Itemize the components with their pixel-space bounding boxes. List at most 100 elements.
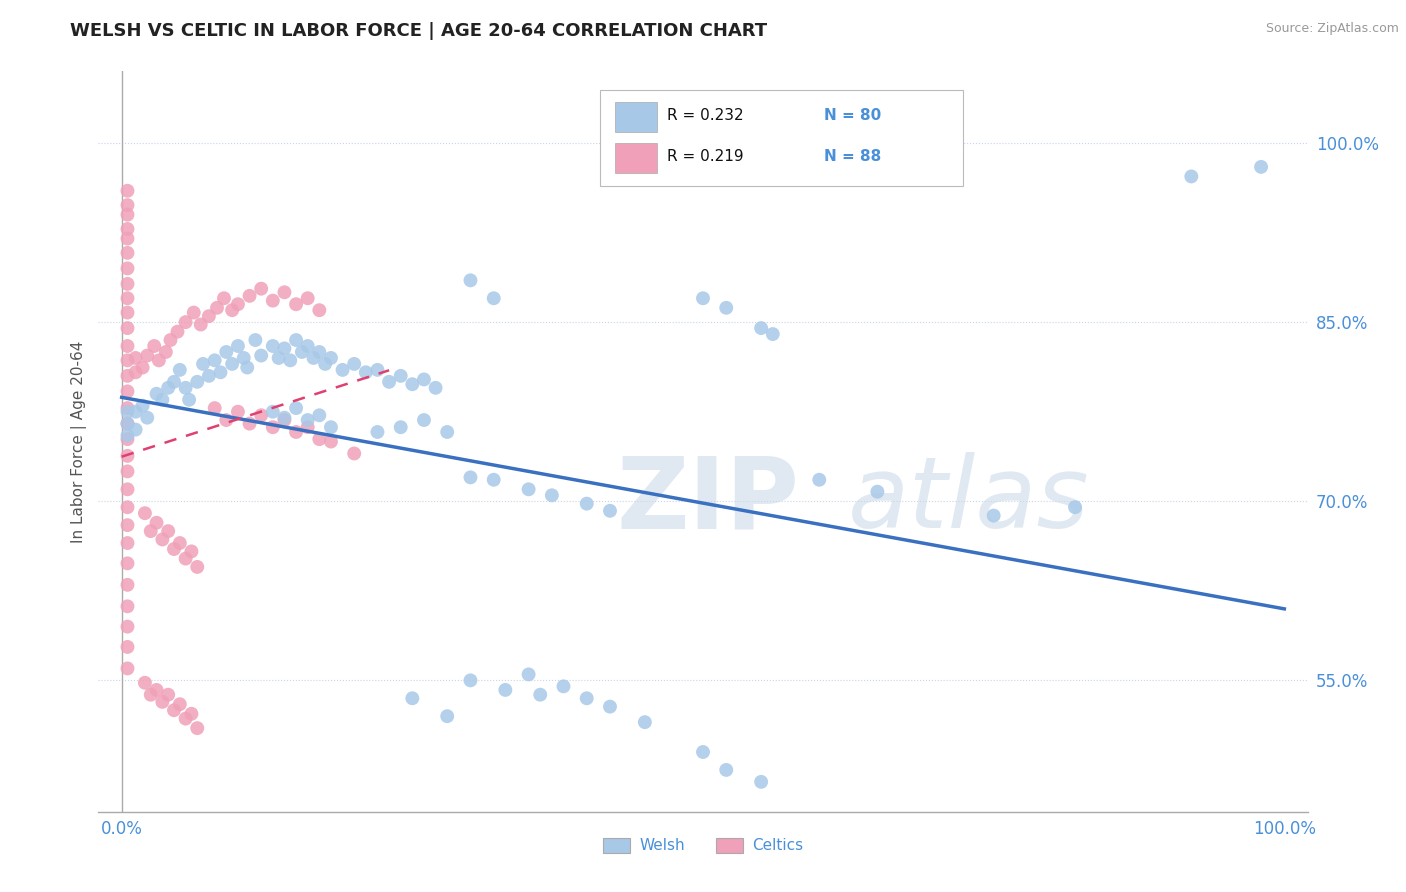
- Point: [209, 365, 232, 379]
- Point: [117, 339, 139, 353]
- Point: [354, 365, 377, 379]
- Point: [159, 333, 181, 347]
- Point: [983, 508, 1005, 523]
- Point: [245, 333, 267, 347]
- Point: [460, 470, 482, 484]
- Point: [308, 409, 330, 423]
- Point: [117, 245, 139, 260]
- Point: [117, 599, 139, 614]
- Point: [239, 417, 262, 431]
- Point: [117, 222, 139, 236]
- Point: [198, 368, 221, 383]
- Point: [866, 484, 889, 499]
- Point: [332, 363, 354, 377]
- Point: [117, 661, 139, 675]
- Point: [425, 381, 447, 395]
- Point: [186, 560, 208, 574]
- Point: [575, 497, 598, 511]
- Point: [131, 360, 153, 375]
- Point: [436, 709, 458, 723]
- Point: [117, 428, 139, 442]
- Point: [436, 425, 458, 439]
- Point: [117, 640, 139, 654]
- Point: [389, 368, 412, 383]
- Y-axis label: In Labor Force | Age 20-64: In Labor Force | Age 20-64: [72, 341, 87, 542]
- Point: [169, 363, 191, 377]
- Point: [180, 706, 202, 721]
- Point: [413, 413, 436, 427]
- Point: [308, 432, 330, 446]
- Point: [131, 399, 153, 413]
- Point: [163, 375, 186, 389]
- Point: [183, 305, 205, 319]
- Point: [221, 357, 243, 371]
- Point: [155, 345, 177, 359]
- Point: [319, 351, 342, 365]
- Point: [226, 297, 249, 311]
- Point: [221, 303, 243, 318]
- Point: [250, 349, 273, 363]
- Point: [117, 368, 139, 383]
- Point: [285, 333, 308, 347]
- Point: [278, 353, 301, 368]
- Text: atlas: atlas: [848, 452, 1090, 549]
- FancyBboxPatch shape: [614, 144, 657, 173]
- FancyBboxPatch shape: [614, 103, 657, 132]
- Point: [117, 464, 139, 478]
- Point: [205, 301, 228, 315]
- Point: [117, 401, 139, 416]
- Point: [297, 420, 319, 434]
- Point: [139, 524, 162, 538]
- Point: [366, 425, 388, 439]
- Point: [215, 345, 238, 359]
- Point: [308, 303, 330, 318]
- Point: [267, 351, 290, 365]
- Point: [117, 321, 139, 335]
- Point: [163, 541, 186, 556]
- Point: [262, 293, 284, 308]
- Point: [204, 353, 226, 368]
- Point: [250, 409, 273, 423]
- Point: [716, 763, 738, 777]
- Point: [157, 524, 180, 538]
- Point: [599, 504, 621, 518]
- Point: [117, 417, 139, 431]
- Point: [302, 351, 325, 365]
- Point: [215, 413, 238, 427]
- Point: [273, 285, 295, 300]
- Point: [575, 691, 598, 706]
- Point: [1180, 169, 1202, 184]
- Point: [179, 392, 201, 407]
- Point: [378, 375, 401, 389]
- Point: [762, 327, 785, 342]
- Point: [150, 695, 173, 709]
- Point: [285, 425, 308, 439]
- Point: [117, 500, 139, 515]
- Point: [285, 401, 308, 416]
- Point: [117, 353, 139, 368]
- Point: [169, 698, 191, 712]
- FancyBboxPatch shape: [600, 90, 963, 186]
- Point: [117, 578, 139, 592]
- Point: [482, 473, 505, 487]
- Point: [190, 318, 212, 332]
- Point: [117, 261, 139, 276]
- Point: [166, 325, 188, 339]
- Text: Source: ZipAtlas.com: Source: ZipAtlas.com: [1265, 22, 1399, 36]
- Point: [226, 405, 249, 419]
- Point: [117, 619, 139, 633]
- Point: [692, 291, 714, 305]
- Point: [174, 712, 197, 726]
- Point: [297, 339, 319, 353]
- Point: [389, 420, 412, 434]
- Point: [529, 688, 551, 702]
- Point: [314, 357, 336, 371]
- Text: WELSH VS CELTIC IN LABOR FORCE | AGE 20-64 CORRELATION CHART: WELSH VS CELTIC IN LABOR FORCE | AGE 20-…: [70, 22, 768, 40]
- Point: [273, 342, 295, 356]
- Point: [285, 297, 308, 311]
- Point: [634, 715, 657, 730]
- Point: [297, 291, 319, 305]
- Point: [232, 351, 254, 365]
- Point: [401, 377, 423, 392]
- Point: [343, 357, 366, 371]
